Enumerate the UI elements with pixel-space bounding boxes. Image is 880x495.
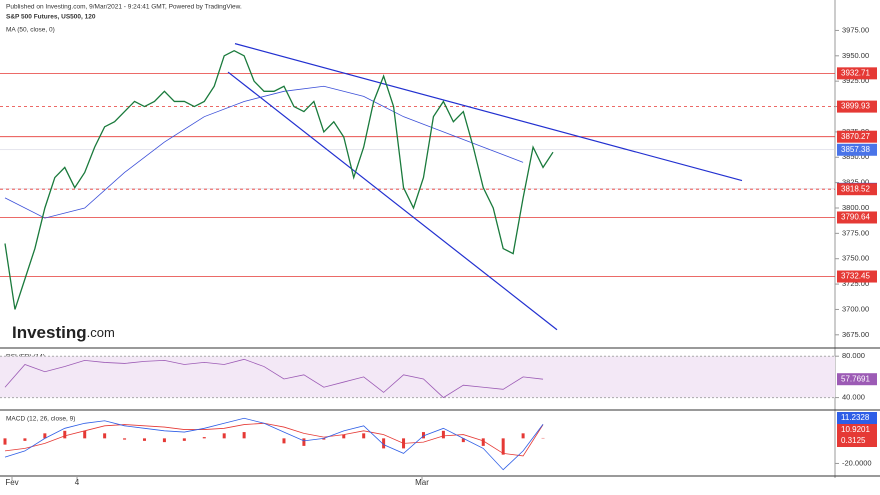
y-tick-label: 3975.00 xyxy=(842,25,869,34)
level-label: 3899.93 xyxy=(841,102,870,111)
ma-label: MA (50, close, 0) xyxy=(6,27,55,34)
histogram-bar xyxy=(362,433,365,438)
symbol: S&P 500 Futures, US500, 120 xyxy=(6,14,96,21)
histogram-bar xyxy=(163,438,166,442)
x-tick-label: Fev xyxy=(5,478,18,487)
histogram-bar xyxy=(143,438,146,441)
logo-suffix: .com xyxy=(87,325,115,340)
level-label: 3732.45 xyxy=(841,272,870,281)
level-label: 3857.38 xyxy=(841,145,870,154)
y-tick-label: 40.000 xyxy=(842,393,865,402)
histogram-bar xyxy=(442,431,445,439)
y-tick-label: -20.0000 xyxy=(842,458,872,467)
histogram-bar xyxy=(243,432,246,438)
macd-label: 11.2328 xyxy=(841,413,870,422)
histogram-bar xyxy=(302,438,305,446)
level-label: 3932.71 xyxy=(841,68,870,77)
rsi-band xyxy=(0,356,835,397)
y-tick-label: 3750.00 xyxy=(842,254,869,263)
histogram-bar xyxy=(342,435,345,439)
y-tick-label: 3675.00 xyxy=(842,330,869,339)
logo-text: Investing xyxy=(12,323,87,342)
published: Published on Investing.com, 9/Mar/2021 -… xyxy=(6,4,242,11)
histogram-bar xyxy=(282,438,285,443)
y-tick-label: 3950.00 xyxy=(842,51,869,60)
logo: Investing.com xyxy=(12,323,115,342)
y-tick-label: 3800.00 xyxy=(842,203,869,212)
y-tick-label: 80.000 xyxy=(842,351,865,360)
x-tick-label: 4 xyxy=(75,478,80,487)
macd-label: 0.3125 xyxy=(841,436,866,445)
level-label: 3818.52 xyxy=(841,184,870,193)
histogram-bar xyxy=(103,433,106,438)
histogram-bar xyxy=(502,438,505,454)
y-tick-label: 3775.00 xyxy=(842,228,869,237)
y-tick-label: 3700.00 xyxy=(842,304,869,313)
histogram-bar xyxy=(183,438,186,441)
histogram-bar xyxy=(123,438,126,439)
histogram-bar xyxy=(63,431,66,439)
histogram-bar xyxy=(522,433,525,438)
histogram-bar xyxy=(223,433,226,438)
macd-label: 10.9201 xyxy=(841,425,870,434)
histogram-bar xyxy=(203,437,206,438)
level-label: 3790.64 xyxy=(841,213,870,222)
histogram-bar xyxy=(23,438,26,441)
macd-title: MACD (12, 26, close, 9) xyxy=(6,416,75,423)
x-tick-label: Mar xyxy=(415,478,429,487)
histogram-bar xyxy=(4,438,7,444)
histogram-bar xyxy=(83,431,86,439)
rsi-label: 57.7691 xyxy=(841,374,870,383)
level-label: 3870.27 xyxy=(841,132,870,141)
histogram-bar xyxy=(482,438,485,446)
